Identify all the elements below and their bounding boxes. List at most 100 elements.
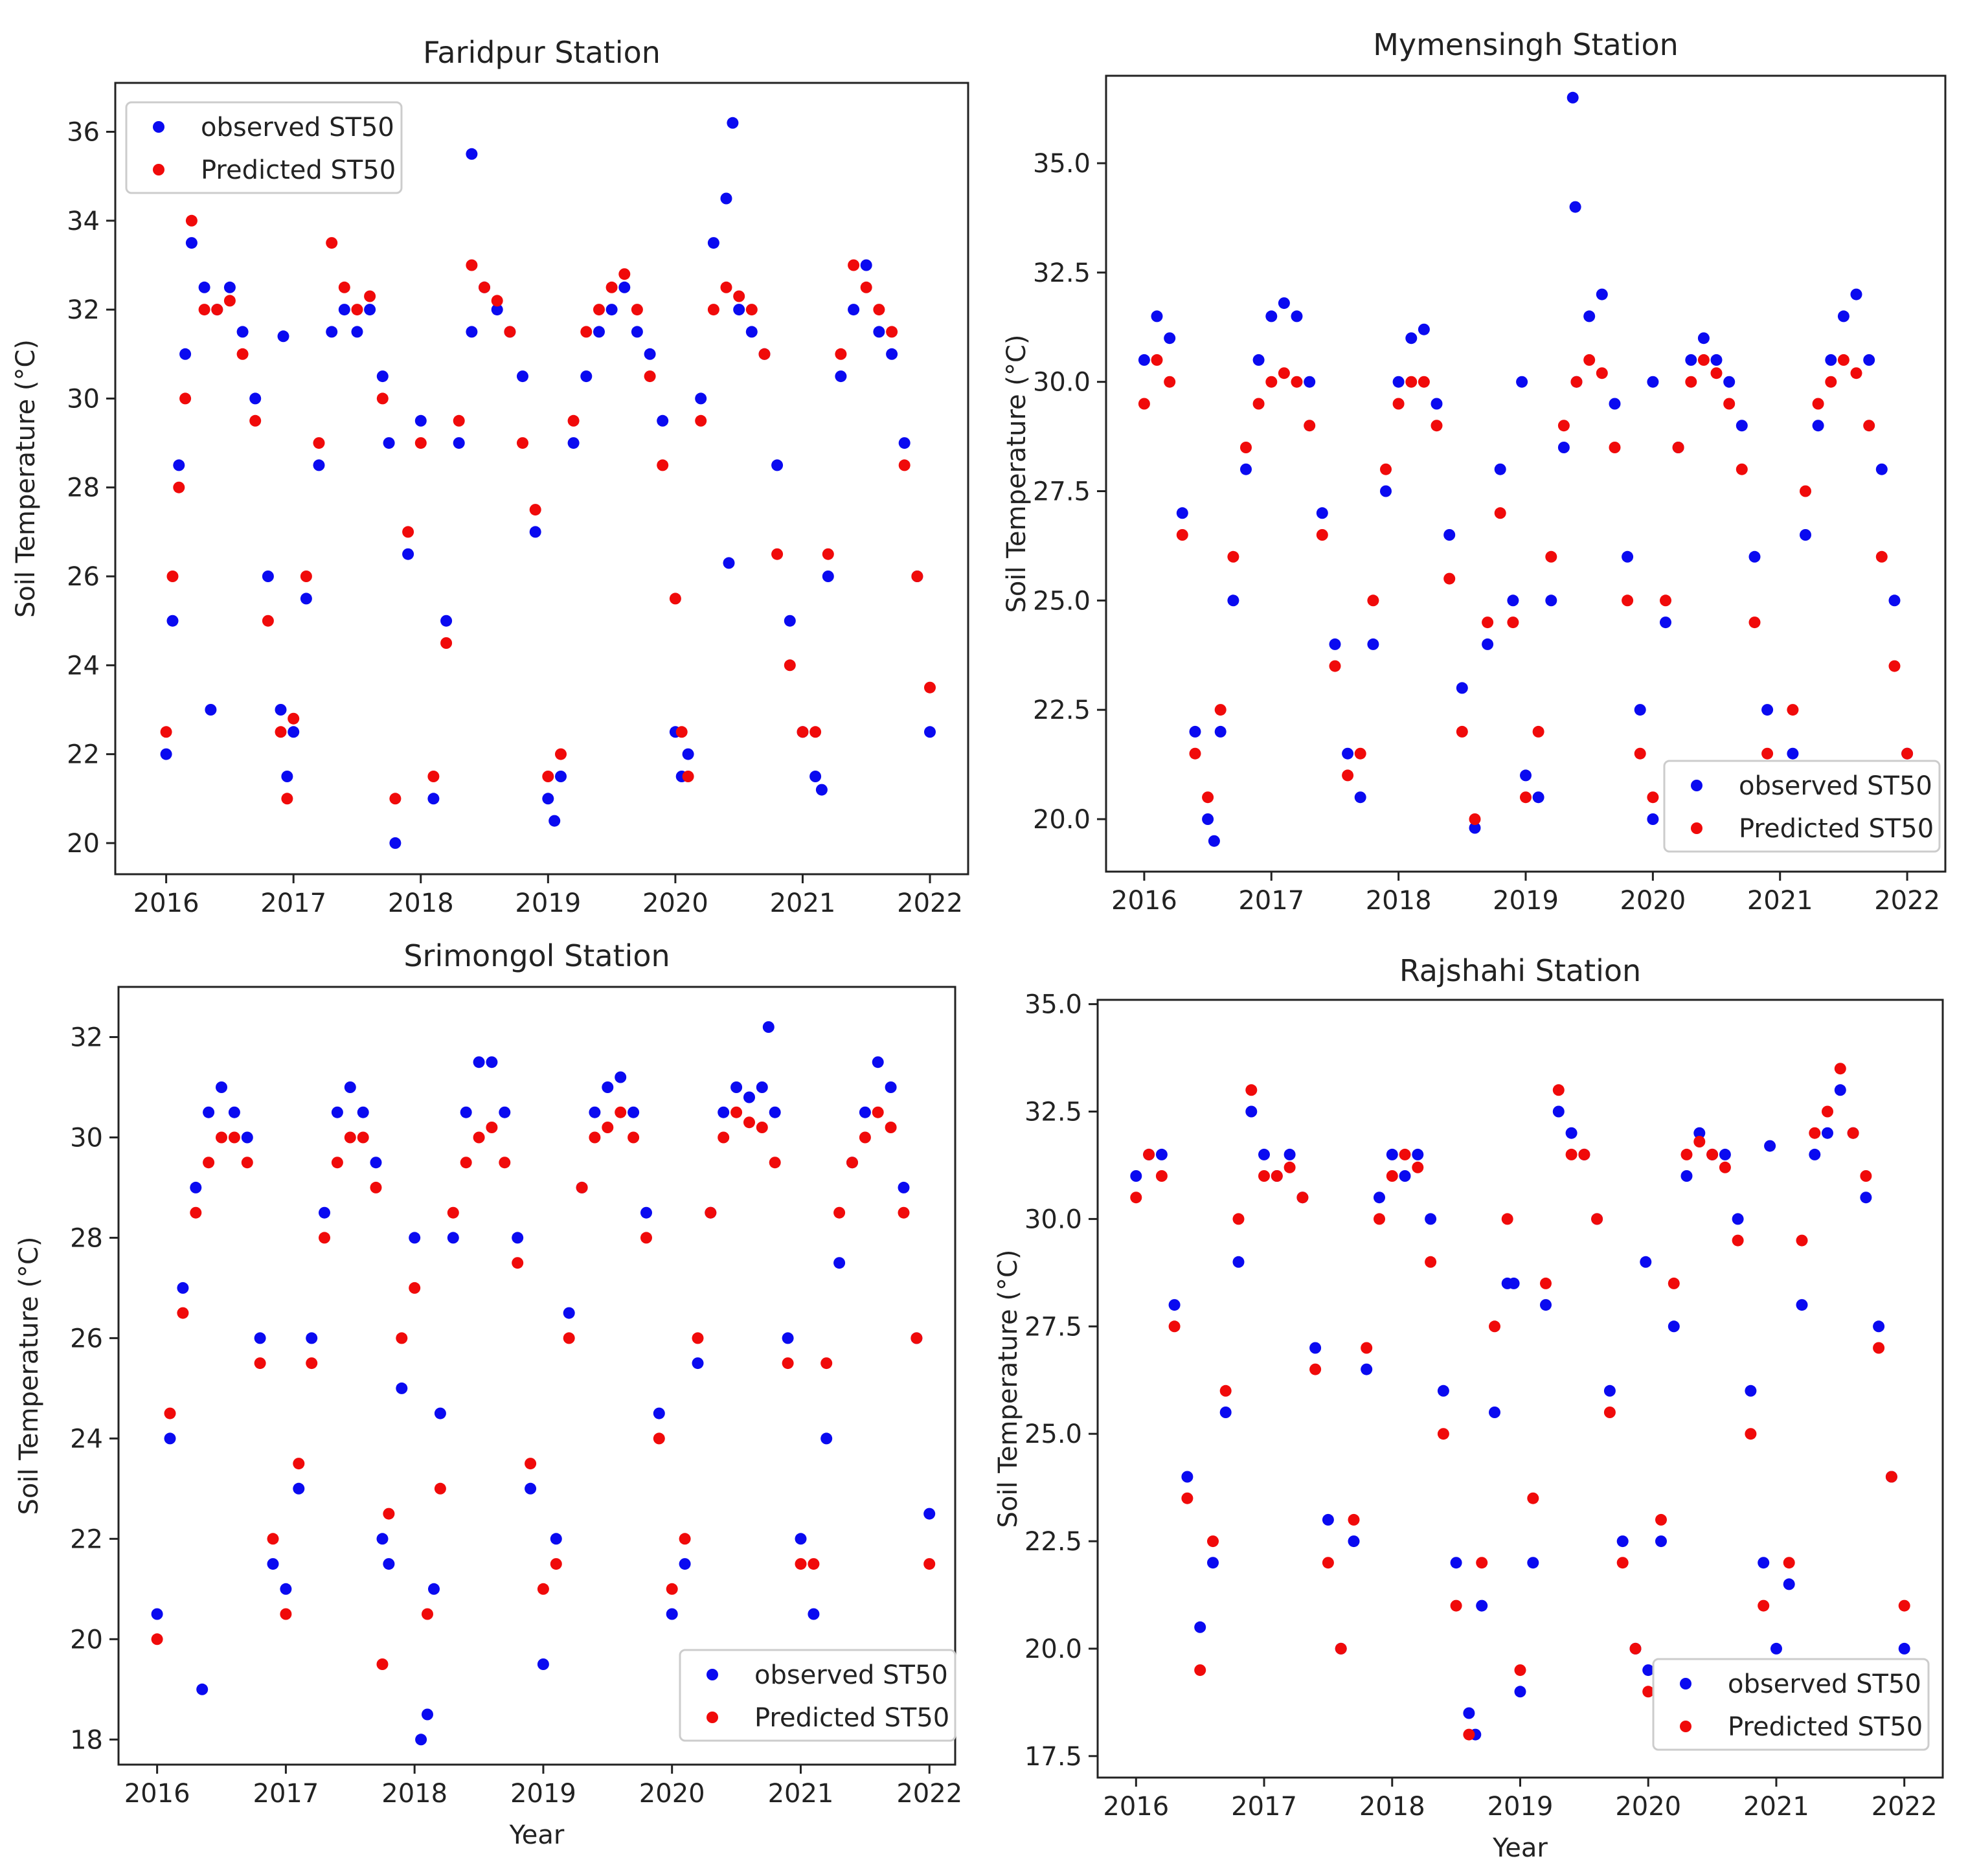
rajshahi-predicted-point [1348,1513,1360,1526]
mymensingh-predicted-point [1507,616,1519,629]
faridpur-predicted-point [707,304,719,316]
faridpur-predicted-point [517,437,528,449]
rajshahi-observed-point [1668,1320,1680,1333]
faridpur-predicted-point [173,481,185,493]
faridpur-predicted-point [275,726,287,738]
srimongol-predicted-point [280,1608,292,1620]
rajshahi-y-tick-label: 32.5 [1024,1098,1082,1127]
faridpur-observed-point [593,326,605,338]
srimongol-predicted-point [473,1131,485,1144]
mymensingh-predicted-point [1380,463,1392,475]
rajshahi-observed-point [1450,1557,1462,1569]
rajshahi-predicted-point [1809,1127,1821,1139]
faridpur-observed-point [288,726,300,738]
faridpur-predicted-point [758,348,771,360]
faridpur-predicted-point [567,414,580,427]
faridpur-predicted-point [288,712,300,725]
srimongol-predicted-point [602,1122,614,1133]
rajshahi-observed-point [1642,1664,1655,1677]
mymensingh-observed-point [1736,420,1748,432]
mymensingh-observed-point [1516,376,1528,388]
mymensingh-observed-point [1850,288,1862,300]
rajshahi-observed-point [1130,1170,1142,1182]
srimongol-predicted-point [872,1106,884,1118]
srimongol-observed-point [525,1482,537,1495]
mymensingh-y-tick-label: 25.0 [1033,586,1091,616]
mymensingh-observed-point [1697,332,1710,345]
srimongol-observed-point [820,1432,833,1445]
rajshahi-predicted-point [1489,1320,1500,1333]
faridpur-observed-point [383,437,395,449]
srimongol-observed-point [190,1181,202,1193]
srimongol-predicted-point [499,1157,511,1169]
faridpur-predicted-point [924,681,936,694]
srimongol-predicted-point [782,1357,794,1370]
mymensingh-predicted-point [1329,660,1341,672]
mymensingh-predicted-point [1812,398,1824,410]
faridpur-predicted-point [835,348,847,360]
srimongol-y-tick-label: 26 [70,1324,103,1353]
faridpur-y-tick-label: 32 [67,295,100,325]
rajshahi-predicted-point [1168,1320,1181,1333]
mymensingh-x-tick-label: 2020 [1620,886,1686,916]
rajshahi-x-tick-label: 2021 [1743,1792,1809,1822]
rajshahi-predicted-point [1412,1161,1424,1173]
faridpur-observed-point [277,330,289,343]
faridpur-observed-point [898,437,910,449]
srimongol-observed-point [666,1608,678,1620]
rajshahi-observed-point [1399,1170,1411,1182]
faridpur-predicted-point [542,771,554,782]
faridpur-observed-point [848,304,860,316]
rajshahi-y-tick-label: 20.0 [1024,1634,1082,1664]
mymensingh-y-tick-label: 30.0 [1033,368,1091,398]
srimongol-predicted-point [177,1307,189,1319]
mymensingh-predicted-point [1596,367,1608,379]
faridpur-predicted-point [822,548,834,560]
faridpur-observed-point [733,304,745,316]
srimongol-predicted-point [628,1131,640,1144]
faridpur-observed-point [173,459,185,471]
rajshahi-observed-point [1693,1127,1706,1139]
faridpur-predicted-point [605,281,618,293]
rajshahi-predicted-point [1501,1213,1513,1225]
srimongol-x-tick-label: 2019 [510,1779,576,1809]
rajshahi-observed-point [1655,1535,1667,1548]
mymensingh-y-axis-label: Soil Temperature (°C) [1002,334,1032,613]
rajshahi-observed-point [1732,1213,1744,1225]
srimongol-predicted-point [151,1633,163,1645]
srimongol-observed-point [692,1357,704,1370]
rajshahi-legend-observed-marker [1680,1678,1691,1690]
rajshahi-observed-point [1860,1192,1872,1204]
faridpur-observed-point [644,348,656,360]
srimongol-observed-point [589,1106,601,1118]
srimongol-observed-point [293,1482,305,1495]
rajshahi-predicted-point [1591,1213,1603,1225]
mymensingh-predicted-point [1532,725,1544,738]
faridpur-observed-point [185,237,198,249]
mymensingh-observed-series [1138,91,1914,847]
srimongol-x-tick-label: 2016 [124,1779,190,1809]
faridpur-observed-point [924,726,936,738]
rajshahi-predicted-point [1514,1664,1526,1677]
faridpur-observed-point [860,259,872,271]
mymensingh-observed-point [1875,463,1888,475]
mymensingh-observed-point [1240,463,1252,475]
srimongol-predicted-point [190,1206,202,1219]
faridpur-axes-frame [114,82,969,876]
faridpur-observed-point [720,192,732,205]
srimongol-x-tick-label: 2017 [253,1779,319,1809]
mymensingh-predicted-point [1354,747,1366,760]
mymensingh-observed-point [1202,813,1214,825]
faridpur-observed-point [275,704,287,716]
mymensingh-observed-point [1800,529,1811,541]
mymensingh-predicted-point [1176,529,1188,541]
srimongol-predicted-point [910,1332,923,1344]
srimongol-predicted-series [151,1106,936,1670]
faridpur-predicted-point [364,290,376,302]
faridpur-predicted-point [784,659,796,672]
srimongol-observed-point [537,1658,549,1670]
mymensingh-observed-point [1208,835,1220,847]
srimongol-observed-point [872,1056,884,1068]
rajshahi-predicted-point [1885,1471,1897,1483]
rajshahi-observed-point [1155,1148,1168,1160]
